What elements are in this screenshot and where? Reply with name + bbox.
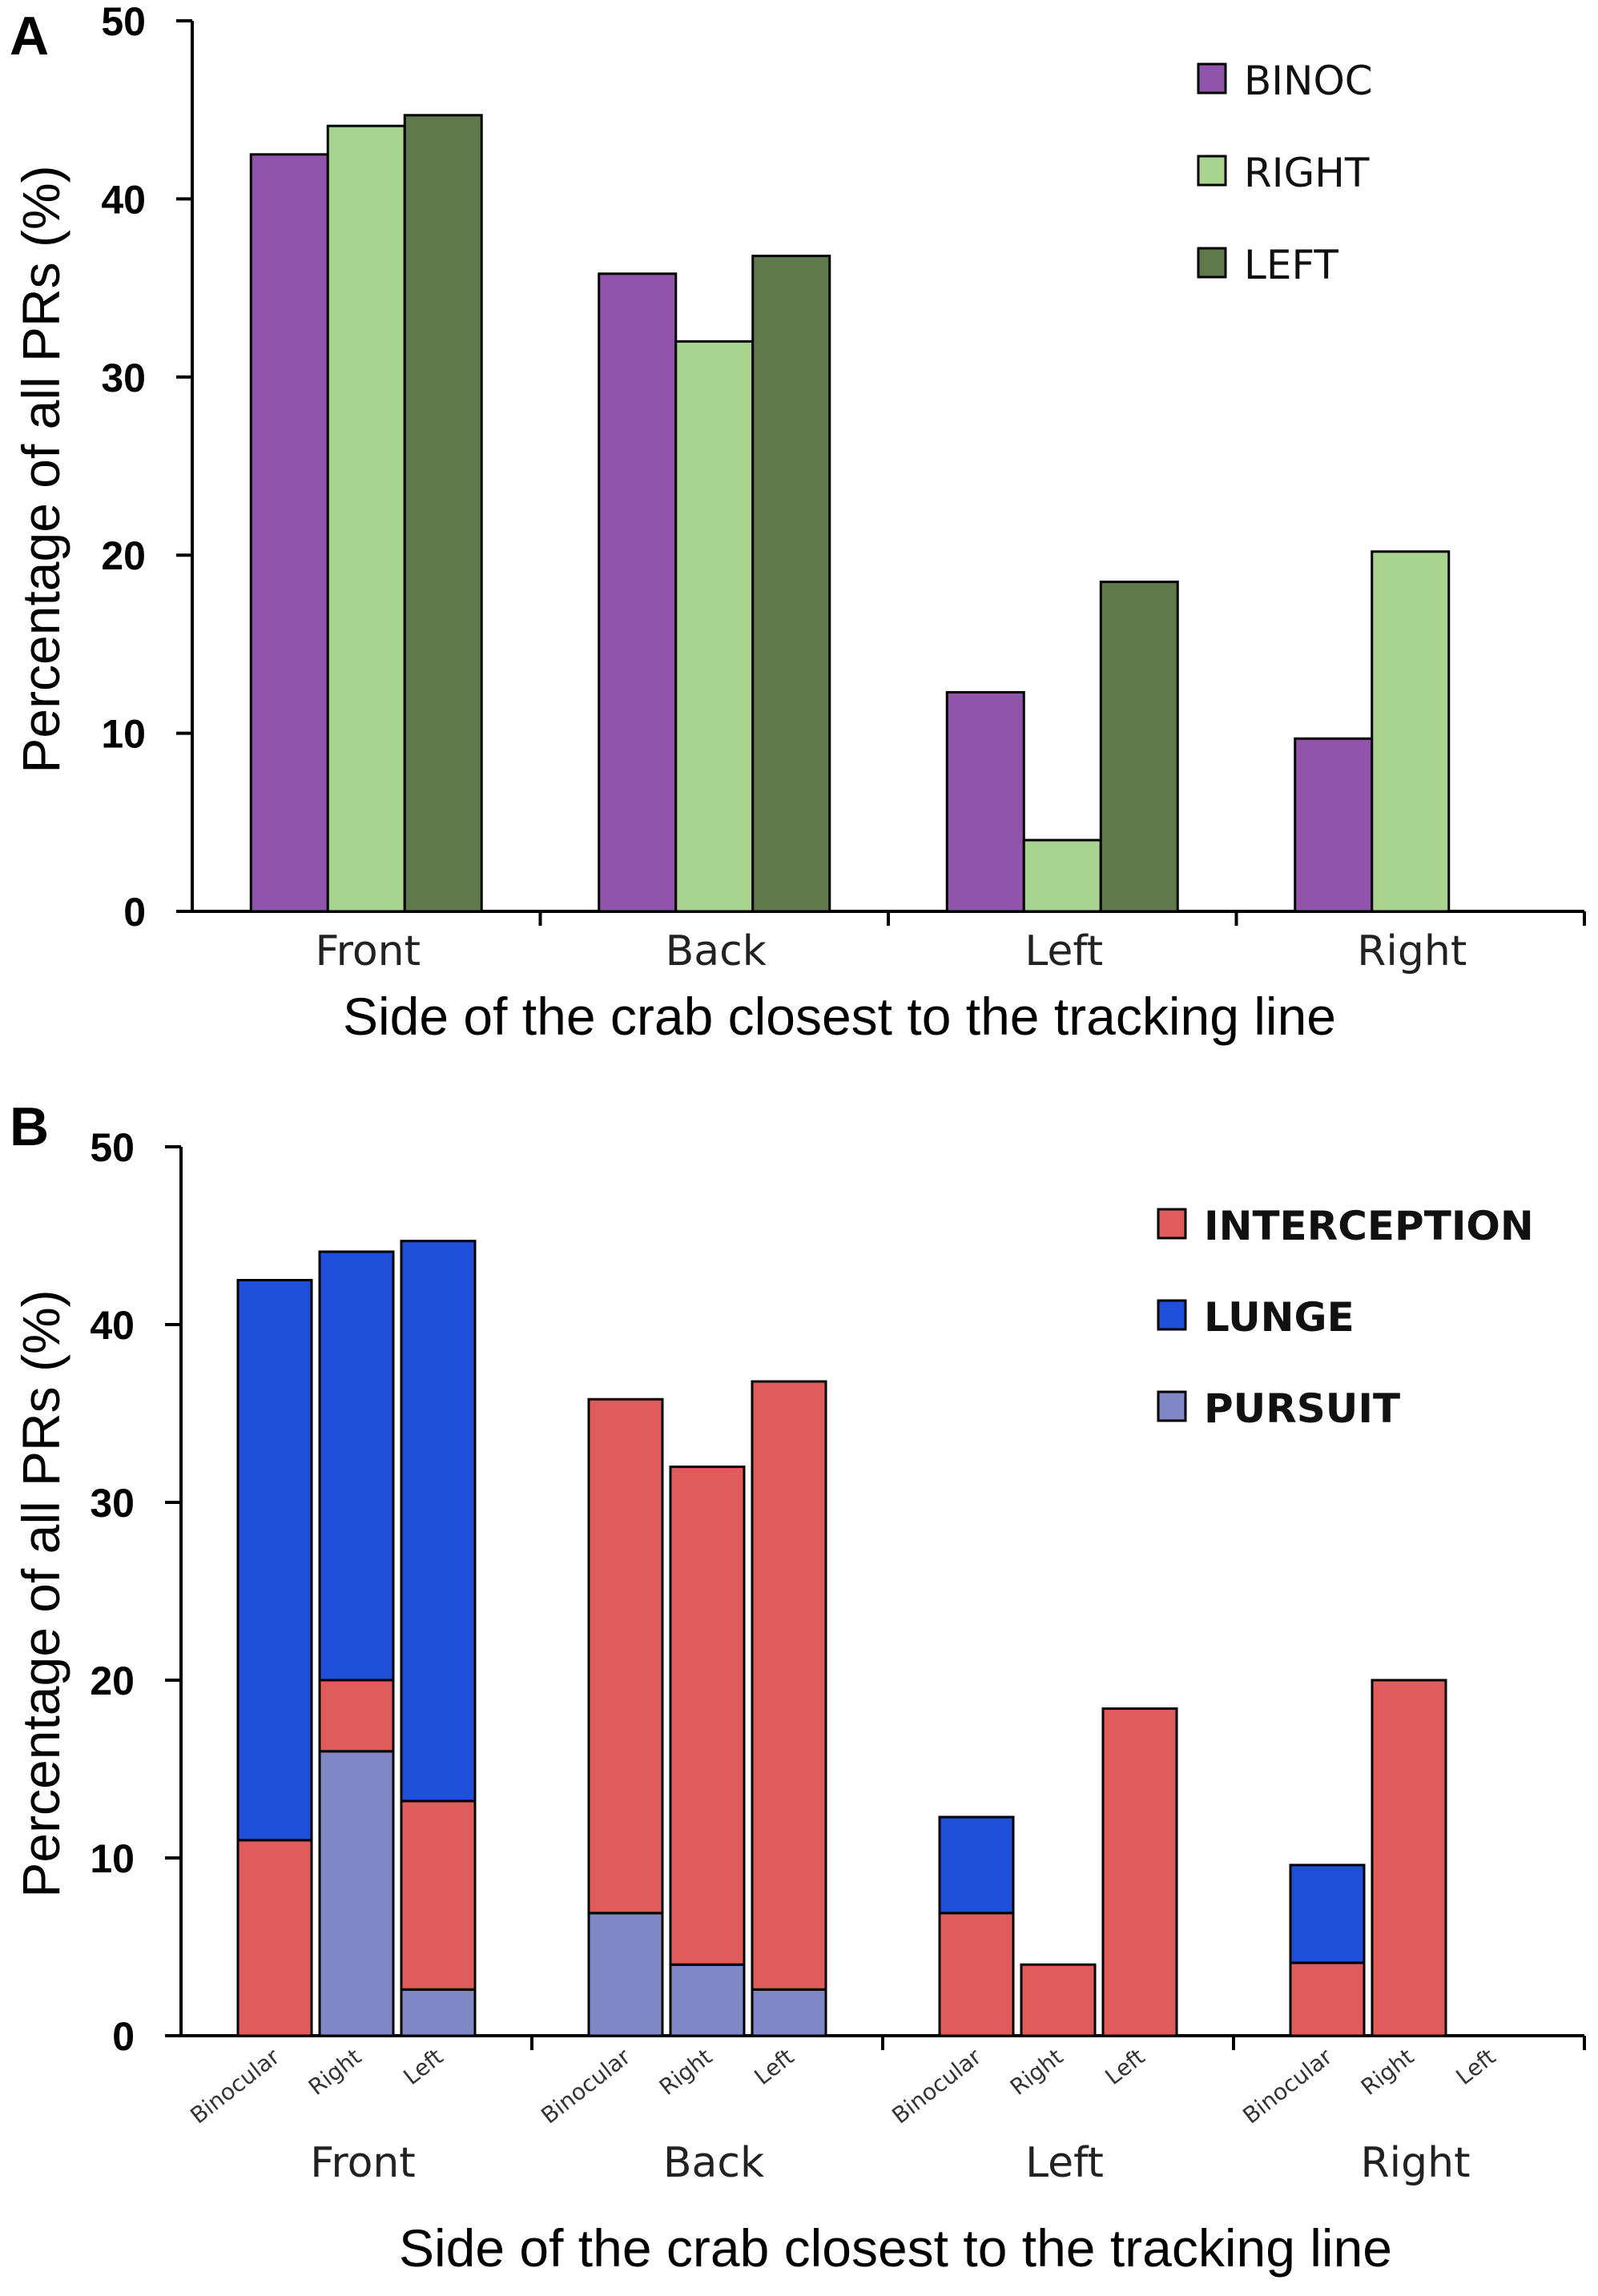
panel-b-y-axis-label: Percentage of all PRs (%) xyxy=(11,1289,70,1897)
panel-b-bar-front-left-pursuit xyxy=(400,1988,477,2037)
panel-a-bar-front-right xyxy=(326,124,406,913)
panel-b-subcategory-label-right-right: Right xyxy=(1356,2043,1419,2100)
panel-b-bar-front-right-pursuit xyxy=(318,1750,395,2037)
panel-b-subcategory-label-right-left: Left xyxy=(1451,2044,1500,2090)
panel-b-plot: 0 10 20 30 40 50 Front Binocular Right Left Back Bi… xyxy=(90,1125,1586,2187)
panel-b-y-tick-label: 0 xyxy=(112,2014,135,2059)
panel-b-subcategory-label-back-left: Left xyxy=(749,2044,799,2090)
panel-a-bar-back-binoc xyxy=(598,272,678,913)
panel-a-legend-label-binoc: BINOC xyxy=(1244,58,1373,104)
panel-b-legend-label-interception: INTERCEPTION xyxy=(1204,1203,1534,1249)
panel-b-subcategory-label-back-binocular: Binocular xyxy=(536,2043,635,2129)
panel-b-bar-front-right-lunge xyxy=(318,1250,395,1682)
panel-a-letter: A xyxy=(10,6,49,66)
panel-b-legend-swatch-interception xyxy=(1157,1208,1187,1240)
panel-b-legend-swatch-pursuit xyxy=(1157,1390,1187,1422)
panel-a-plot: 0 10 20 30 40 50 Front Back Left Right BINOC RIGHT L… xyxy=(101,0,1586,975)
panel-b-letter: B xyxy=(10,1096,49,1157)
panel-b-bar-left-binocular-lunge xyxy=(938,1815,1015,1915)
panel-b-y-tick-label: 20 xyxy=(90,1659,135,1703)
panel-a-bar-back-left xyxy=(751,255,831,913)
panel-b-subcategory-label-front-right: Right xyxy=(304,2043,366,2100)
panel-a-y-tick-label: 40 xyxy=(101,177,146,222)
panel-a-y-tick-label: 10 xyxy=(101,712,146,757)
panel-b-subcategory-label-left-right: Right xyxy=(1005,2043,1068,2100)
panel-a-category-label-left: Left xyxy=(1024,927,1103,975)
panel-b-category-label-right: Right xyxy=(1361,2139,1471,2187)
panel-a-category-label-back: Back xyxy=(666,927,767,975)
panel-b-bar-front-right-interception xyxy=(318,1679,395,1753)
panel-b-category-label-back: Back xyxy=(663,2139,764,2187)
panel-a-y-tick-label: 50 xyxy=(101,0,146,44)
panel-b-subcategory-label-left-binocular: Binocular xyxy=(887,2043,986,2129)
panel-b-subcategory-label-front-left: Left xyxy=(398,2044,448,2090)
panel-b-legend-label-pursuit: PURSUIT xyxy=(1204,1385,1400,1432)
panel-b-bar-right-binocular-interception xyxy=(1289,1961,1366,2037)
panel-b-bar-left-binocular-interception xyxy=(938,1912,1015,2037)
panel-a-legend-label-right: RIGHT xyxy=(1244,150,1370,196)
panel-a-bar-left-left xyxy=(1099,581,1179,913)
panel-b-bar-back-left-pursuit xyxy=(751,1988,827,2037)
panel-a-legend-swatch-binoc xyxy=(1197,62,1227,94)
panel-a-x-axis-label: Side of the crab closest to the tracking… xyxy=(343,987,1336,1046)
panel-a-y-axis-label: Percentage of all PRs (%) xyxy=(11,165,70,773)
panel-b-bar-back-binocular-pursuit xyxy=(587,1912,664,2037)
panel-b-y-tick-label: 30 xyxy=(90,1481,135,1526)
panel-a-bar-front-binoc xyxy=(249,153,329,913)
panel-a-bar-right-binoc xyxy=(1294,737,1374,913)
panel-b-legend-label-lunge: LUNGE xyxy=(1204,1294,1354,1341)
panel-a-legend-swatch-right xyxy=(1197,155,1227,187)
panel-b-bar-front-binocular-interception xyxy=(236,1839,313,2037)
panel-b-subcategory-label-left-left: Left xyxy=(1100,2044,1149,2090)
panel-b-category-label-left: Left xyxy=(1025,2139,1104,2187)
panel-b-bar-front-binocular-lunge xyxy=(236,1279,313,1842)
panel-b-bar-left-right-interception xyxy=(1020,1963,1097,2037)
panel-b-legend-swatch-lunge xyxy=(1157,1299,1187,1331)
panel-a-bar-back-right xyxy=(674,340,755,913)
panel-b-bar-back-right-interception xyxy=(669,1466,746,1966)
panel-a-y-tick-label: 30 xyxy=(101,356,146,400)
panel-b-y-tick-label: 10 xyxy=(90,1836,135,1881)
panel-b-x-axis-label: Side of the crab closest to the tracking… xyxy=(399,2218,1392,2278)
panel-b-subcategory-label-back-right: Right xyxy=(654,2043,717,2100)
panel-b-y-tick-label: 40 xyxy=(90,1303,135,1348)
panel-b-bar-right-binocular-lunge xyxy=(1289,1864,1366,1964)
panel-b-bar-right-right-interception xyxy=(1371,1679,1447,2037)
panel-a-bar-left-right xyxy=(1022,838,1102,913)
panel-a-category-label-front: Front xyxy=(315,927,421,975)
panel-b-bar-front-left-lunge xyxy=(400,1240,477,1803)
panel-b-category-label-front: Front xyxy=(310,2139,416,2187)
panel-a-category-label-right: Right xyxy=(1357,927,1467,975)
panel-b-bar-back-left-interception xyxy=(751,1380,827,1991)
panel-a-y-tick-label: 0 xyxy=(123,890,146,935)
panel-a-bar-front-left xyxy=(403,114,483,913)
panel-b-bar-front-left-interception xyxy=(400,1799,477,1991)
panel-b-bar-left-left-interception xyxy=(1101,1707,1178,2037)
panel-a-bar-left-binoc xyxy=(945,690,1025,913)
panel-b-subcategory-label-right-binocular: Binocular xyxy=(1238,2043,1337,2129)
panel-b-subcategory-label-front-binocular: Binocular xyxy=(185,2043,284,2129)
panel-b-y-tick-label: 50 xyxy=(90,1125,135,1170)
panel-a-legend-swatch-left xyxy=(1197,247,1227,279)
panel-a-legend-label-left: LEFT xyxy=(1244,242,1338,288)
panel-b-bar-back-binocular-interception xyxy=(587,1397,664,1915)
panel-b-bar-back-right-pursuit xyxy=(669,1963,746,2037)
panel-a-y-tick-label: 20 xyxy=(101,533,146,578)
panel-a-bar-right-right xyxy=(1371,550,1451,913)
